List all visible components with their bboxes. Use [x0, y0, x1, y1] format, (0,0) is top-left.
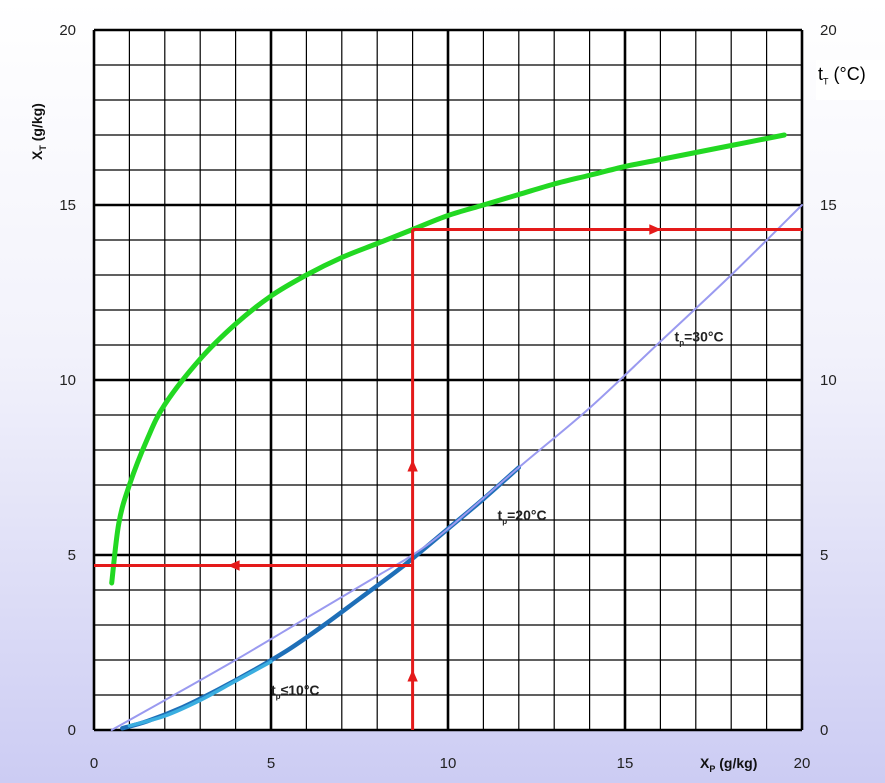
x-axis-title: XP (g/kg)	[700, 755, 757, 774]
x-tick-label: 10	[440, 755, 457, 772]
y2-tick-label: 10	[820, 372, 837, 389]
arrow-up	[407, 459, 418, 472]
arrow-left	[227, 560, 240, 571]
y-axis-title: XT (g/kg)	[29, 103, 48, 160]
y-tick-label: 0	[68, 722, 76, 739]
y-tick-label: 20	[59, 22, 76, 39]
curve-label: tp≤10°C	[271, 682, 320, 701]
y2-tick-label: 5	[820, 547, 828, 564]
curve-label: tp=20°C	[498, 507, 547, 526]
right-axis-title-box	[816, 60, 885, 100]
guide-lines	[94, 228, 802, 730]
right-axis-title: tT (°C)	[818, 64, 866, 87]
y2-tick-label: 15	[820, 197, 837, 214]
arrow-up	[407, 669, 418, 682]
y-tick-label: 5	[68, 547, 76, 564]
x-tick-label: 5	[267, 755, 275, 772]
y2-tick-label: 0	[820, 722, 828, 739]
x-tick-label: 0	[90, 755, 98, 772]
tick-labels: 0 5 10 15 20 0 5 10 15 20 0 5 10 15 20	[59, 22, 836, 772]
y-tick-label: 15	[59, 197, 76, 214]
series-line-blue_light	[127, 660, 273, 728]
curve-label: tp=30°C	[675, 329, 724, 348]
y-tick-label: 10	[59, 372, 76, 389]
guide-arrows	[227, 224, 662, 682]
curve-annotations: tp=30°C tp=20°C tp≤10°C	[271, 329, 724, 702]
series-line-lavender	[110, 204, 803, 731]
arrow-right	[649, 224, 662, 235]
x-tick-label: 20	[794, 755, 811, 772]
grid	[92, 28, 804, 732]
x-tick-label: 15	[617, 755, 634, 772]
y2-tick-label: 20	[820, 22, 837, 39]
